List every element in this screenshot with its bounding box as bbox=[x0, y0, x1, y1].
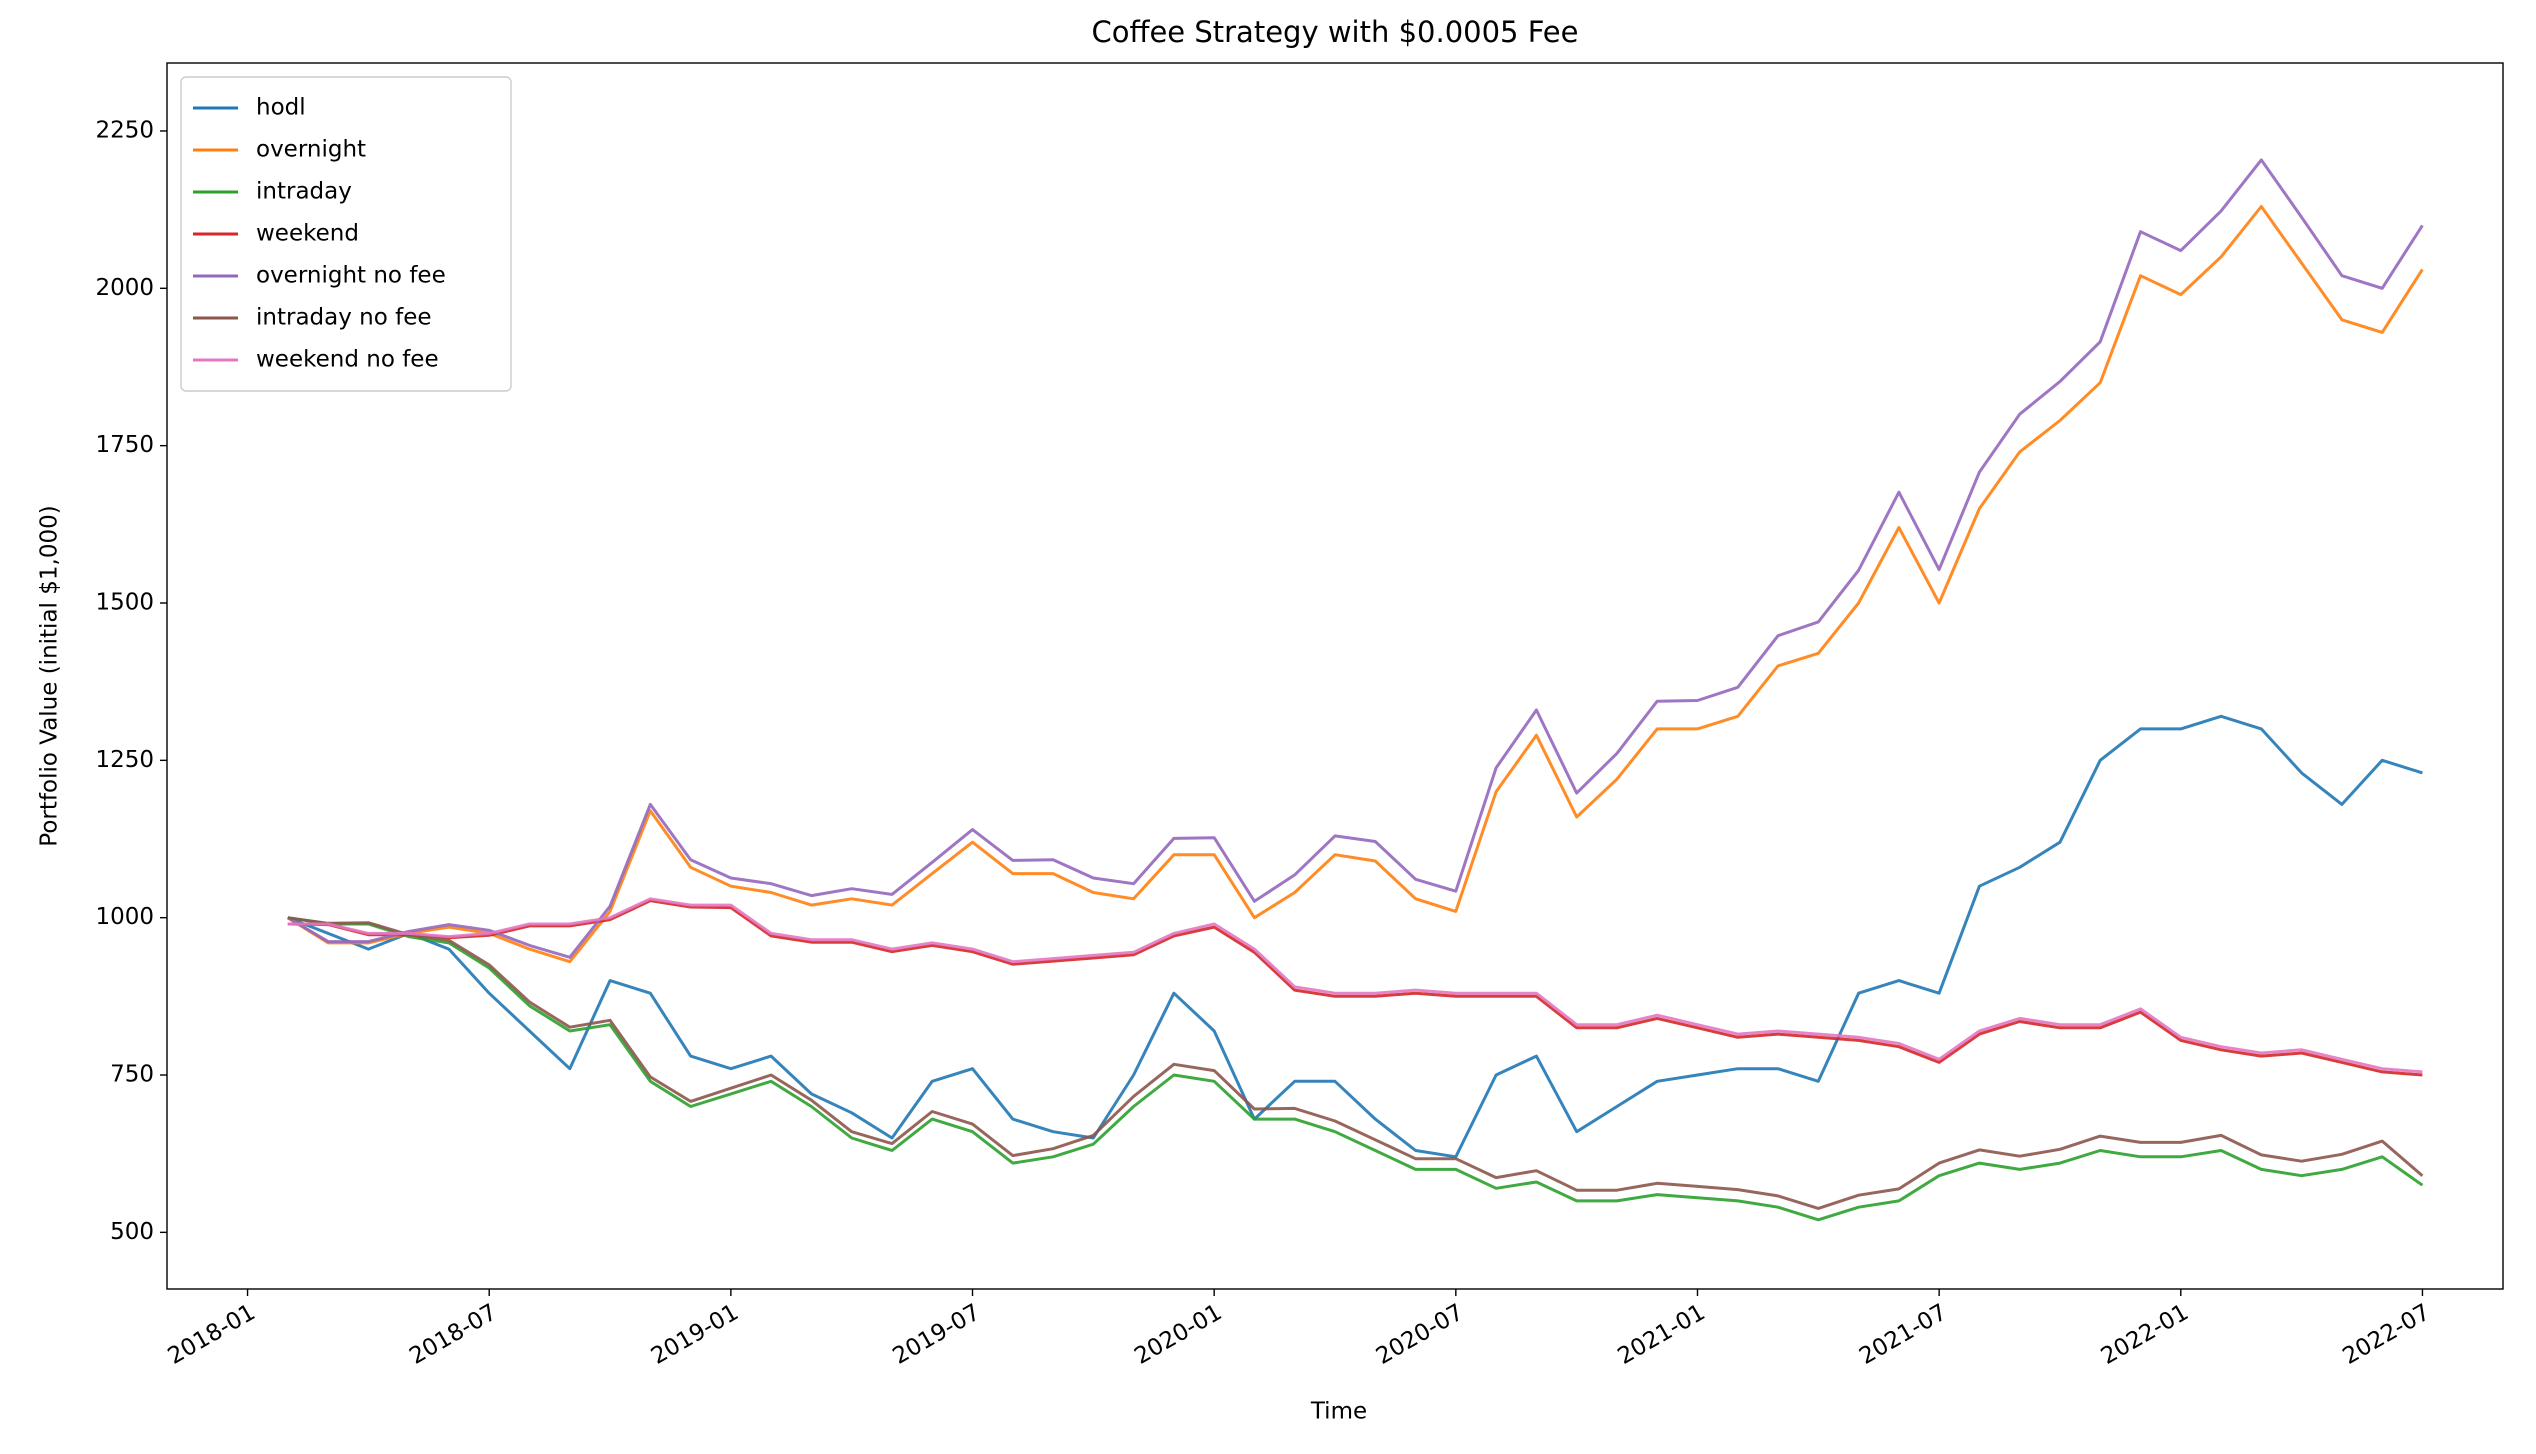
y-tick-label: 1750 bbox=[95, 432, 154, 458]
x-tick-label: 2020-01 bbox=[1130, 1299, 1226, 1370]
series-line bbox=[287, 899, 2423, 1077]
legend: hodl overnight intraday weekend overnight no… bbox=[180, 76, 512, 392]
series-line bbox=[287, 897, 2423, 1074]
x-tick-label: 2021-07 bbox=[1855, 1299, 1951, 1370]
series-line bbox=[287, 205, 2424, 964]
x-axis-label: Time bbox=[1310, 1399, 1367, 1425]
y-tick-label: 500 bbox=[110, 1219, 154, 1245]
x-tick-label: 2019-01 bbox=[647, 1299, 743, 1370]
y-tick-label: 2000 bbox=[95, 275, 154, 301]
legend-label: intraday bbox=[256, 179, 352, 205]
x-tick-label: 2021-01 bbox=[1613, 1299, 1709, 1370]
legend-label: hodl bbox=[256, 95, 306, 121]
series-line bbox=[287, 714, 2423, 1159]
y-tick-label: 2250 bbox=[95, 117, 154, 143]
legend-box bbox=[180, 76, 512, 392]
y-tick-label: 1500 bbox=[95, 589, 154, 615]
y-tick-label: 1000 bbox=[95, 904, 154, 930]
y-axis-label: Portfolio Value (initial $1,000) bbox=[37, 505, 63, 846]
plot-frame bbox=[166, 62, 2504, 1290]
legend-label: intraday no fee bbox=[256, 305, 432, 331]
legend-label: overnight no fee bbox=[256, 263, 446, 289]
x-tick-label: 2018-07 bbox=[405, 1299, 501, 1370]
y-tick-label: 750 bbox=[110, 1062, 154, 1088]
x-tick-label: 2020-07 bbox=[1372, 1299, 1468, 1370]
x-tick-label: 2022-07 bbox=[2338, 1299, 2434, 1370]
series-line bbox=[287, 916, 2424, 1210]
chart-title: Coffee Strategy with $0.0005 Fee bbox=[1091, 15, 1578, 49]
legend-label: weekend bbox=[256, 221, 359, 247]
y-tick-label: 1250 bbox=[95, 747, 154, 773]
legend-label: weekend no fee bbox=[256, 347, 439, 373]
series-line bbox=[287, 158, 2424, 959]
x-tick-label: 2018-01 bbox=[164, 1299, 260, 1370]
legend-label: overnight bbox=[256, 137, 366, 163]
series-line bbox=[287, 916, 2424, 1222]
x-tick-label: 2019-07 bbox=[889, 1299, 985, 1370]
x-tick-label: 2022-01 bbox=[2097, 1299, 2193, 1370]
